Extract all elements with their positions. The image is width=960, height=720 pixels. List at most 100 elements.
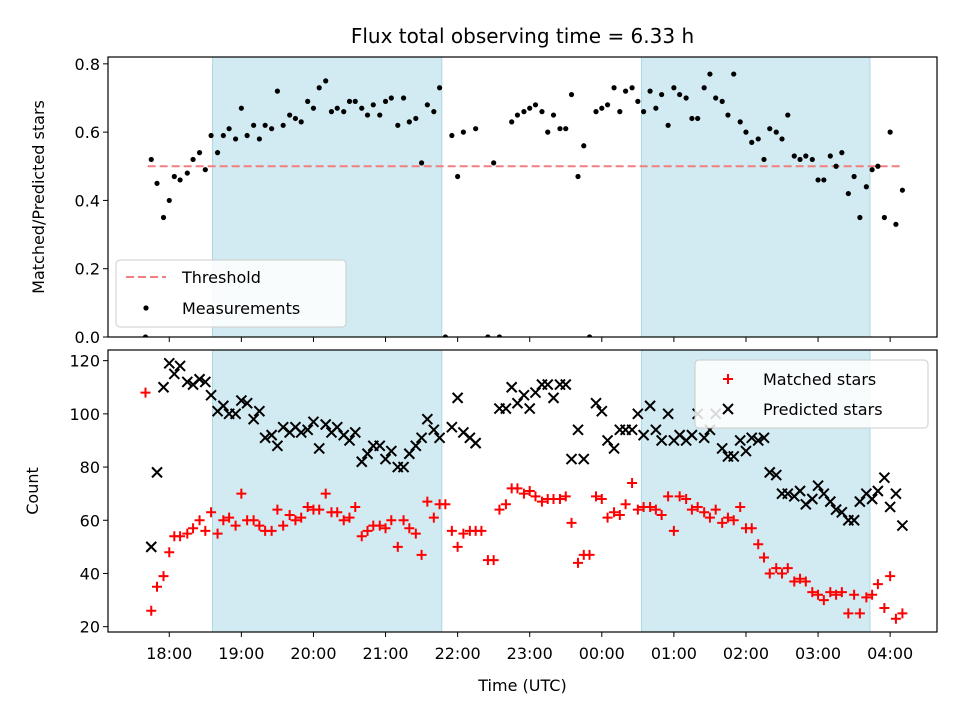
data-point xyxy=(269,126,275,132)
data-point xyxy=(547,392,560,404)
data-point xyxy=(758,432,770,444)
data-point xyxy=(158,571,169,582)
x-tick-label: 00:00 xyxy=(579,644,625,663)
data-point xyxy=(142,334,149,337)
series-predicted-stars xyxy=(145,357,909,553)
data-point xyxy=(689,115,695,122)
data-point xyxy=(539,109,545,115)
data-point xyxy=(773,129,779,135)
data-point xyxy=(560,378,572,391)
data-point xyxy=(455,173,461,180)
data-point xyxy=(800,576,811,587)
data-point xyxy=(899,187,905,193)
data-point xyxy=(536,496,547,507)
data-point xyxy=(848,514,860,526)
data-point xyxy=(767,126,773,132)
data-point xyxy=(385,445,398,457)
data-point xyxy=(181,376,194,388)
data-point xyxy=(421,413,434,425)
data-point xyxy=(602,512,613,523)
data-point xyxy=(831,589,842,600)
data-point xyxy=(346,98,353,104)
data-point xyxy=(174,360,186,372)
data-point xyxy=(575,173,581,180)
data-point xyxy=(230,520,241,531)
data-point xyxy=(494,504,505,515)
data-point xyxy=(578,453,590,465)
y-tick-label: 0.8 xyxy=(75,55,100,74)
data-point xyxy=(374,440,386,452)
data-point xyxy=(794,485,806,497)
data-point xyxy=(208,132,214,139)
data-point xyxy=(884,501,896,513)
data-point xyxy=(440,499,451,510)
data-point xyxy=(247,413,260,425)
data-point xyxy=(746,523,757,534)
data-point xyxy=(785,112,791,118)
data-point xyxy=(885,571,896,582)
x-tick-label: 18:00 xyxy=(146,644,192,663)
data-point xyxy=(235,394,248,407)
y-tick-label: 120 xyxy=(69,352,100,371)
data-point xyxy=(199,376,212,388)
data-point xyxy=(232,136,239,142)
data-point xyxy=(328,109,335,115)
data-point xyxy=(839,150,845,156)
legend-measurements-swatch xyxy=(143,305,149,311)
data-point xyxy=(460,129,466,135)
data-point xyxy=(400,95,407,101)
data-point xyxy=(418,160,425,166)
data-point xyxy=(637,429,650,441)
data-point xyxy=(446,525,457,536)
data-point xyxy=(442,334,448,337)
data-point xyxy=(274,88,281,94)
data-point xyxy=(415,432,428,444)
data-point xyxy=(298,119,304,125)
data-point xyxy=(681,493,692,504)
data-point xyxy=(881,214,887,221)
data-point xyxy=(452,541,463,552)
data-point xyxy=(379,453,392,465)
data-point xyxy=(316,85,322,91)
data-point xyxy=(677,91,683,98)
data-point xyxy=(803,153,809,159)
data-point xyxy=(665,122,671,128)
data-point xyxy=(728,515,739,526)
data-point xyxy=(154,180,160,186)
data-point xyxy=(392,541,403,552)
data-point xyxy=(836,587,847,598)
data-point xyxy=(350,501,361,512)
x-tick-label: 21:00 xyxy=(362,644,408,663)
data-point xyxy=(370,102,376,108)
data-point xyxy=(704,512,715,523)
data-point xyxy=(875,163,881,169)
data-point xyxy=(650,424,662,436)
data-point xyxy=(256,136,262,142)
data-point xyxy=(190,156,196,163)
legend-box xyxy=(115,259,347,328)
data-point xyxy=(205,389,217,401)
data-point xyxy=(332,507,343,518)
data-point xyxy=(861,592,872,603)
data-point xyxy=(338,515,349,526)
data-point xyxy=(686,504,697,515)
data-point xyxy=(737,119,743,125)
data-point xyxy=(374,520,385,531)
data-point xyxy=(244,132,250,139)
data-point xyxy=(699,507,710,518)
data-point xyxy=(496,334,503,337)
data-point xyxy=(362,525,373,536)
data-point xyxy=(341,109,347,115)
data-point xyxy=(334,105,340,111)
data-point xyxy=(163,357,175,370)
data-point xyxy=(797,156,803,163)
data-point xyxy=(271,440,284,452)
data-point xyxy=(662,408,674,420)
data-point xyxy=(734,434,746,447)
data-point xyxy=(735,501,746,512)
data-point xyxy=(310,105,317,111)
data-point xyxy=(386,515,397,526)
data-point xyxy=(749,139,755,145)
data-point xyxy=(872,579,883,590)
data-point xyxy=(771,563,782,574)
